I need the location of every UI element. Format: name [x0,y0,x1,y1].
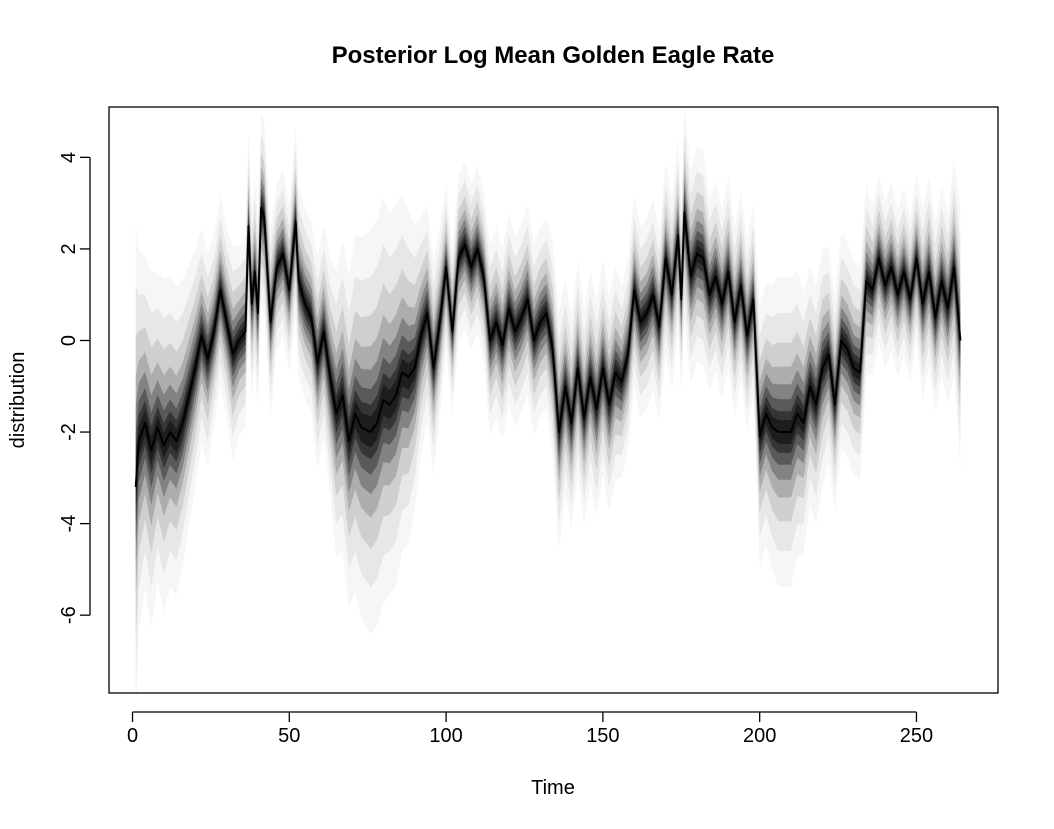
posterior-median-line [134,206,962,488]
x-axis: 0 50 100 150 200 250 [127,711,933,747]
x-tick-label: 250 [900,725,933,747]
x-tick-label: 0 [127,725,138,747]
x-tick-label: 200 [743,725,776,747]
density-band-4 [135,167,961,598]
y-tick-label: 4 [58,152,80,163]
y-tick-label: -2 [58,423,80,441]
x-tick-label: 100 [429,725,462,747]
x-axis-label: Time [531,777,575,799]
plot-frame [108,106,999,694]
x-tick-label: 50 [278,725,300,747]
y-tick-label: -4 [58,515,80,533]
x-tick-label: 150 [586,725,619,747]
y-axis: -6 -4 -2 0 2 4 [58,152,91,624]
y-axis-label: distribution [7,352,29,449]
y-tick-label: -6 [58,606,80,624]
y-tick-label: 2 [58,243,80,254]
y-tick-label: 0 [58,335,80,346]
chart-title: Posterior Log Mean Golden Eagle Rate [332,42,775,69]
posterior-bands [135,129,961,689]
density-band-3 [135,150,961,639]
density-band-2 [135,129,961,689]
